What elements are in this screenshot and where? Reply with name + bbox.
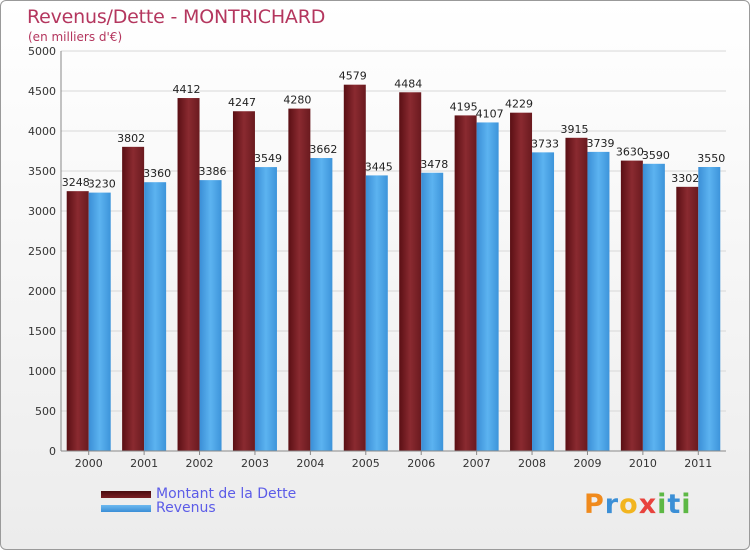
legend-label-debt: Montant de la Dette — [156, 486, 297, 502]
chart-legend: Montant de la Dette Revenus — [101, 486, 297, 516]
bar-revenus — [587, 151, 610, 451]
logo-letter: o — [619, 489, 639, 520]
y-tick-label: 3500 — [28, 165, 56, 178]
x-tick-label: 2009 — [573, 457, 601, 470]
bar-revenus — [421, 172, 444, 451]
bar-debt — [232, 111, 255, 452]
data-label: 4579 — [339, 70, 367, 83]
bar-revenus — [199, 180, 222, 451]
y-tick-label: 1500 — [28, 325, 56, 338]
data-label: 4107 — [476, 107, 504, 120]
logo-letter: i — [681, 489, 692, 520]
legend-swatch-revenus — [101, 504, 151, 512]
logo-letter: i — [657, 489, 668, 520]
x-tick-label: 2003 — [241, 457, 269, 470]
bar-revenus — [254, 167, 277, 451]
x-tick-label: 2002 — [186, 457, 214, 470]
x-tick-label: 2008 — [518, 457, 546, 470]
data-label: 4484 — [394, 77, 422, 90]
data-label: 3445 — [365, 160, 393, 173]
data-label: 3248 — [62, 176, 90, 189]
bar-debt — [510, 112, 533, 452]
data-label: 4247 — [228, 96, 256, 109]
data-label: 4412 — [173, 83, 201, 96]
legend-label-revenus: Revenus — [156, 500, 216, 516]
data-label: 3550 — [697, 152, 725, 165]
bar-debt — [620, 160, 643, 451]
data-label: 3662 — [309, 143, 337, 156]
bar-debt — [565, 137, 588, 452]
data-label: 3733 — [531, 137, 559, 150]
data-label: 3549 — [254, 152, 282, 165]
x-tick-label: 2006 — [407, 457, 435, 470]
y-tick-label: 5000 — [28, 45, 56, 58]
data-label: 3478 — [420, 158, 448, 171]
chart-title: Revenus/Dette - MONTRICHARD — [27, 6, 326, 28]
bar-debt — [454, 115, 477, 452]
x-tick-label: 2001 — [130, 457, 158, 470]
y-tick-label: 500 — [35, 405, 56, 418]
x-tick-label: 2000 — [75, 457, 103, 470]
logo-letter: P — [584, 489, 605, 520]
data-label: 3915 — [560, 123, 588, 136]
bar-debt — [66, 191, 89, 451]
data-label: 3630 — [616, 146, 644, 159]
logo-letter: t — [667, 489, 682, 520]
logo-letter: r — [604, 489, 620, 520]
data-label: 3739 — [586, 137, 614, 150]
y-tick-label: 3000 — [28, 205, 56, 218]
y-tick-label: 4500 — [28, 85, 56, 98]
bar-revenus — [476, 122, 499, 451]
y-tick-label: 2500 — [28, 245, 56, 258]
data-label: 3360 — [143, 167, 171, 180]
data-label: 4280 — [283, 94, 311, 107]
bar-revenus — [642, 163, 665, 452]
proxiti-logo: Proxiti — [584, 489, 692, 520]
bar-debt — [399, 92, 422, 451]
bar-revenus — [532, 152, 555, 452]
data-label: 4195 — [450, 100, 478, 113]
x-tick-label: 2005 — [352, 457, 380, 470]
y-tick-label: 2000 — [28, 285, 56, 298]
bar-debt — [177, 98, 200, 451]
legend-swatch-debt — [101, 490, 151, 498]
bar-debt — [288, 108, 311, 451]
data-label: 3590 — [642, 149, 670, 162]
bar-revenus — [310, 158, 333, 452]
legend-item-debt: Montant de la Dette — [101, 486, 297, 502]
bar-debt — [676, 186, 699, 451]
data-label: 3302 — [671, 172, 699, 185]
y-tick-label: 1000 — [28, 365, 56, 378]
data-label: 4229 — [505, 98, 533, 111]
data-label: 3802 — [117, 132, 145, 145]
x-tick-label: 2004 — [296, 457, 324, 470]
y-tick-label: 0 — [49, 445, 56, 458]
bar-revenus — [144, 182, 167, 451]
bar-revenus — [88, 192, 111, 451]
bar-debt — [343, 84, 366, 452]
legend-item-revenus: Revenus — [101, 500, 296, 516]
bar-debt — [122, 146, 145, 451]
bar-revenus — [698, 167, 721, 451]
data-label: 3386 — [199, 165, 227, 178]
x-tick-label: 2011 — [684, 457, 712, 470]
chart-subtitle: (en milliers d'€) — [28, 30, 123, 44]
data-label: 3230 — [88, 178, 116, 191]
logo-letter: x — [638, 489, 658, 520]
x-tick-label: 2010 — [629, 457, 657, 470]
y-tick-label: 4000 — [28, 125, 56, 138]
x-tick-label: 2007 — [463, 457, 491, 470]
bar-revenus — [365, 175, 388, 451]
